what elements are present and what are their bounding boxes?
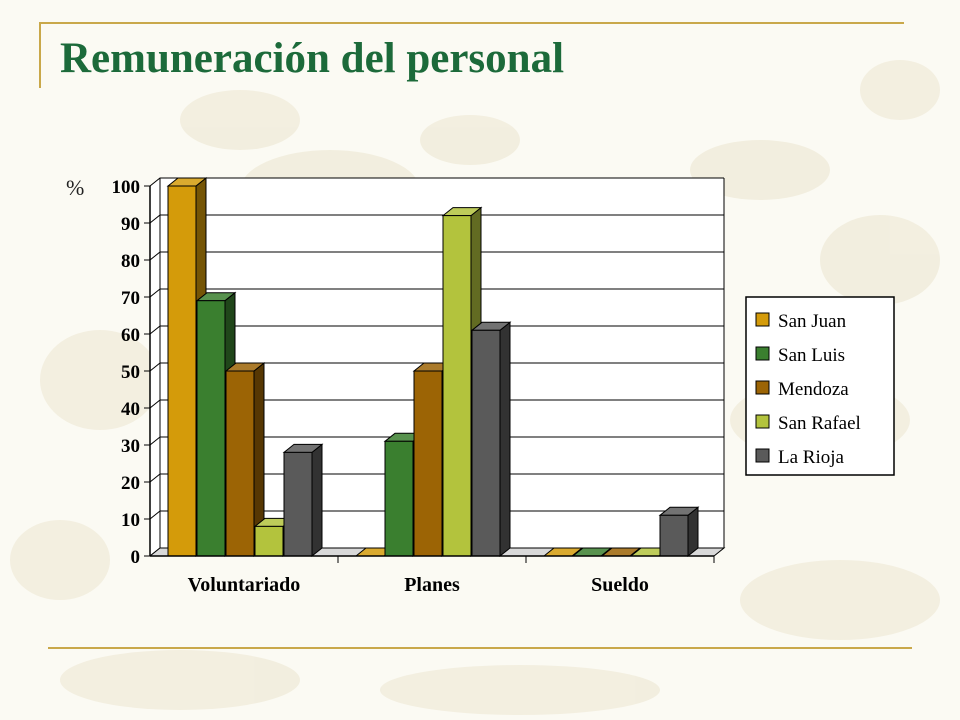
- bar-front: [254, 525, 284, 557]
- legend-label: San Rafael: [778, 413, 861, 434]
- bar-front: [442, 215, 472, 557]
- legend-swatch: [755, 346, 770, 361]
- bar: [224, 361, 266, 558]
- bar: [470, 321, 512, 558]
- x-tick-label: Planes: [404, 574, 460, 596]
- y-tick-label: 20: [121, 473, 140, 494]
- y-tick-label: 80: [121, 251, 140, 272]
- legend-swatch: [755, 312, 770, 327]
- y-tick-label: 90: [121, 214, 140, 235]
- legend-swatch: [755, 380, 770, 395]
- legend-label: La Rioja: [778, 447, 845, 468]
- legend-box: [745, 296, 895, 476]
- bar: [282, 443, 324, 558]
- bar-front: [413, 370, 443, 557]
- legend-label: San Juan: [778, 311, 847, 332]
- slide-title: Remuneración del personal: [60, 35, 565, 82]
- bar-front: [167, 185, 197, 557]
- legend-swatch: [755, 414, 770, 429]
- legend-label: Mendoza: [778, 379, 849, 400]
- y-tick-label: 70: [121, 288, 140, 309]
- bar-front: [225, 370, 255, 557]
- bar-front: [196, 300, 226, 557]
- y-tick-label: 100: [112, 177, 141, 198]
- y-tick-label: 60: [121, 325, 140, 346]
- legend-swatch: [755, 448, 770, 463]
- plot-area: 0 10 20 30 40 50 60 70 80 90 100 Voluntariado Planes…: [112, 176, 726, 596]
- y-axis-label: %: [66, 175, 84, 200]
- bar: [658, 506, 700, 558]
- bar: [441, 206, 483, 558]
- bar-side: [499, 321, 511, 558]
- y-tick-label: 50: [121, 362, 140, 383]
- bar-front: [471, 329, 501, 557]
- legend-label: San Luis: [778, 345, 845, 366]
- x-tick-label: Voluntariado: [188, 574, 301, 596]
- y-tick-label: 0: [131, 547, 141, 568]
- left-rule: [39, 22, 41, 88]
- bar-front: [384, 440, 414, 557]
- legend: San Juan San Luis Mendoza San Rafael La Rioj…: [745, 296, 895, 476]
- top-rule: [40, 22, 904, 24]
- bottom-rule: [48, 647, 912, 649]
- x-tick-label: Sueldo: [591, 574, 649, 596]
- bar-front: [283, 451, 313, 557]
- y-tick-label: 10: [121, 510, 140, 531]
- bar-side: [311, 443, 323, 558]
- y-tick-label: 40: [121, 399, 140, 420]
- bar-front: [659, 514, 689, 557]
- y-tick-label: 30: [121, 436, 140, 457]
